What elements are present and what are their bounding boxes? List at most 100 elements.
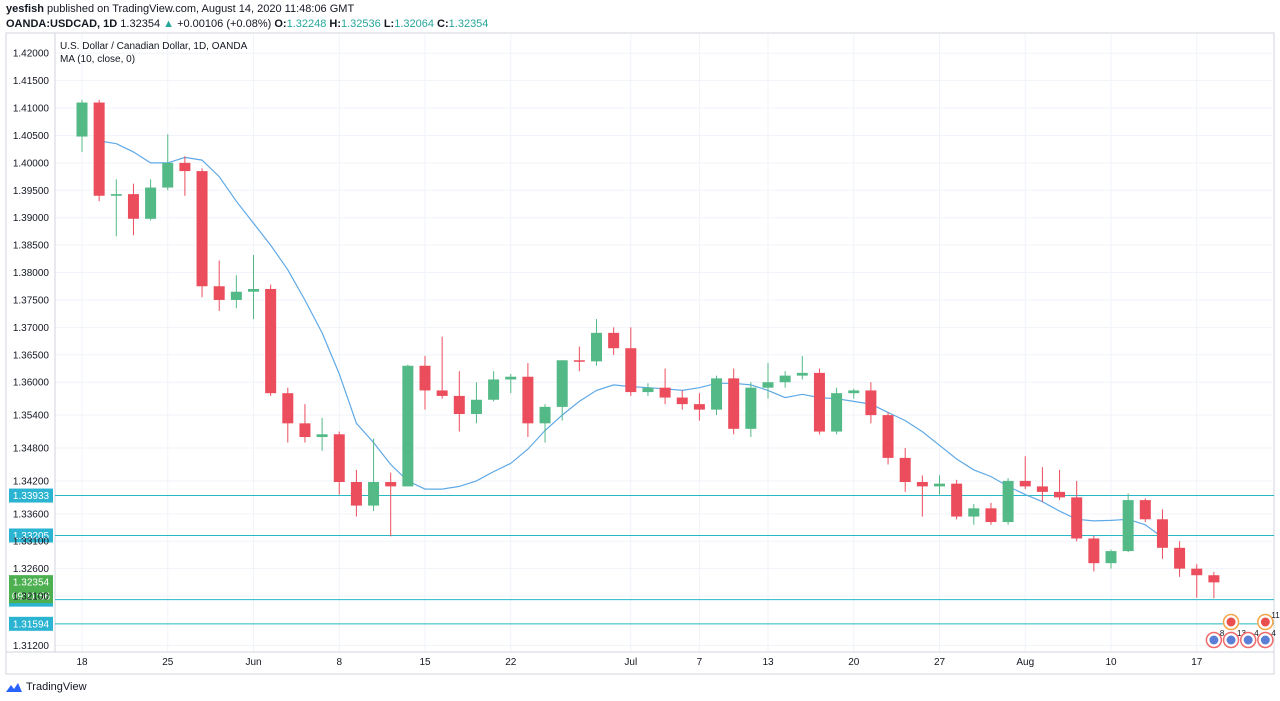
candle <box>1002 478 1014 525</box>
candle <box>831 387 843 435</box>
hline-label-bg <box>9 616 53 631</box>
low-label: L: <box>383 18 395 30</box>
candle-body <box>1139 500 1151 520</box>
publisher-name[interactable]: yesfish <box>6 3 44 15</box>
candle <box>453 371 465 432</box>
candle <box>1071 480 1083 542</box>
low-value: 1.32064 <box>394 18 434 30</box>
candle <box>1088 535 1100 572</box>
event-flag <box>1260 617 1270 627</box>
candle <box>693 393 705 421</box>
symbol-label: OANDA:USDCAD, 1D <box>6 18 118 30</box>
candle-body <box>162 162 174 188</box>
hline-label-bg <box>9 488 53 503</box>
candle <box>368 438 380 512</box>
high-label: H: <box>329 18 341 30</box>
candle <box>1122 493 1134 553</box>
event-flag-icon: 4 <box>1239 629 1259 649</box>
x-tick-label: 13 <box>762 657 774 668</box>
x-tick-label: 25 <box>162 657 174 668</box>
candle-body <box>556 360 568 407</box>
candle <box>573 346 585 372</box>
candle <box>93 99 105 202</box>
x-tick-label: Jun <box>245 657 261 668</box>
event-count: 4 <box>1271 629 1276 638</box>
candle-body <box>865 390 877 416</box>
candle-body <box>813 372 825 432</box>
candle <box>882 412 894 465</box>
hline-label-bg <box>9 528 53 543</box>
y-tick-label: 1.33100 <box>13 537 50 548</box>
hline-label: 1.31594 <box>13 619 50 630</box>
footer-brand[interactable]: TradingView <box>6 680 87 694</box>
candle-body <box>659 387 671 398</box>
candle-body <box>350 482 362 506</box>
change-value: +0.00106 (+0.08%) <box>177 18 272 30</box>
candle <box>1174 541 1186 577</box>
candle-body <box>1122 500 1134 552</box>
candle <box>402 364 414 487</box>
candle <box>350 469 362 517</box>
x-tick-label: 8 <box>336 657 342 668</box>
candle <box>1208 571 1220 599</box>
y-tick-label: 1.38500 <box>13 241 50 252</box>
candle <box>985 502 997 525</box>
candle-body <box>368 482 380 506</box>
candle <box>951 479 963 520</box>
candle <box>316 417 328 451</box>
y-tick-label: 1.37500 <box>13 295 50 306</box>
candle <box>196 168 208 298</box>
y-tick-label: 1.36000 <box>13 378 50 389</box>
brand-name: TradingView <box>26 681 87 693</box>
y-tick-label: 1.34200 <box>13 476 50 487</box>
candle-body <box>196 171 208 287</box>
candle <box>934 475 945 495</box>
candle-body <box>676 397 688 405</box>
candle-body <box>968 508 980 517</box>
candle-body <box>916 482 928 487</box>
chart-legend: U.S. Dollar / Canadian Dollar, 1D, OANDA… <box>60 40 247 66</box>
candle <box>419 355 431 410</box>
candle <box>676 390 688 410</box>
candle <box>848 388 860 399</box>
candle-body <box>453 395 465 415</box>
hline-label: 1.33205 <box>13 531 50 542</box>
candle-body <box>934 483 945 487</box>
x-tick-label: 18 <box>76 657 88 668</box>
candle <box>779 371 791 388</box>
candle <box>265 284 277 396</box>
chart-frame <box>5 32 1275 675</box>
published-text: published on TradingView.com, August 14,… <box>46 3 355 15</box>
candle <box>813 368 825 435</box>
open-value: 1.32248 <box>286 18 327 30</box>
candle <box>1019 456 1031 490</box>
candle-body <box>282 393 294 424</box>
y-tick-label: 1.32100 <box>13 592 50 603</box>
y-tick-label: 1.32600 <box>13 564 50 575</box>
event-flag-icon: 11 <box>1257 611 1280 631</box>
x-axis[interactable]: 18 25 Jun 8 15 22 Jul 7 13 20 27 Aug 10 17 <box>76 657 1202 668</box>
horizontal-lines: 1.339331.332051.320351.315941.3235409:11… <box>9 488 1274 631</box>
candle-body <box>1071 497 1083 539</box>
candle-body <box>985 508 997 523</box>
candle <box>659 368 671 405</box>
candle <box>711 375 723 416</box>
candle-body <box>1156 519 1168 548</box>
event-flag <box>1226 617 1236 627</box>
candle <box>1036 467 1048 502</box>
candle <box>282 387 294 443</box>
y-axis[interactable]: 1.42000 1.41500 1.41000 1.40500 1.40000 1.395… <box>13 49 50 652</box>
candle-body <box>127 194 139 219</box>
candle-body <box>385 482 397 487</box>
close-label: C: <box>437 18 449 30</box>
event-flag <box>1260 635 1270 645</box>
legend-indicator[interactable]: MA (10, close, 0) <box>60 54 136 65</box>
candle-body <box>213 286 225 300</box>
candle <box>642 383 654 396</box>
high-value: 1.32536 <box>341 18 381 30</box>
candle-body <box>1105 551 1117 564</box>
grid <box>6 33 1274 653</box>
x-tick-label: 17 <box>1191 657 1203 668</box>
candle <box>625 327 637 396</box>
